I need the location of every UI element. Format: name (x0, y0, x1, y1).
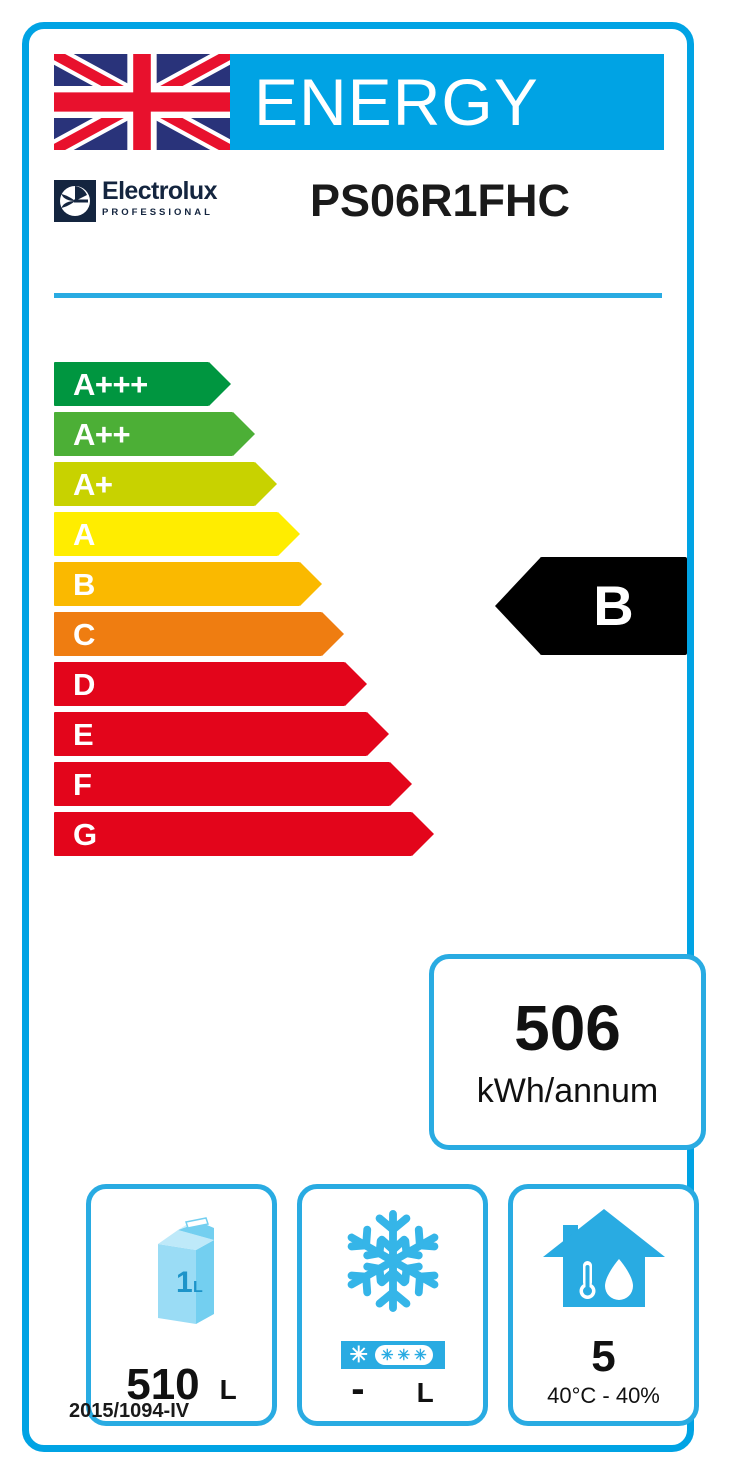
svg-text:1: 1 (176, 1266, 193, 1299)
header-divider (54, 293, 662, 298)
freezer-volume-value: - (351, 1367, 365, 1411)
freezer-volume-unit: L (416, 1377, 434, 1408)
efficiency-class-label: E (73, 716, 94, 752)
bar-tip (390, 762, 412, 806)
fridge-volume-box: 1 L 510 L (86, 1184, 277, 1426)
badge-single-star: ✳ (349, 1342, 368, 1367)
bar-body (54, 662, 345, 706)
efficiency-class-label: A (73, 516, 95, 552)
brand-row: Electrolux PROFESSIONAL PS06R1FHC (54, 162, 664, 240)
efficiency-class-bar-E: E (54, 712, 474, 756)
energy-label-card: ENERGY Electrolux PROFESSIONAL PS06R1FHC (22, 22, 706, 1452)
bar-tip (300, 562, 322, 606)
milk-carton-icon: 1 L (91, 1197, 272, 1347)
bar-tip (209, 362, 231, 406)
badge-star-3: ✳ (414, 1346, 427, 1364)
efficiency-class-label: F (73, 766, 92, 802)
efficiency-class-bar-F: F (54, 762, 474, 806)
bar-body (54, 712, 367, 756)
snowflake-icon (302, 1191, 483, 1331)
bar-body (54, 562, 300, 606)
climate-class-value: 5 (591, 1332, 616, 1381)
efficiency-class-bar-C: C (54, 612, 474, 656)
efficiency-class-label: A++ (73, 416, 131, 452)
climate-class-range: 40°C - 40% (547, 1383, 660, 1408)
freezer-volume-row: - L (302, 1369, 483, 1409)
bar-tip (412, 812, 434, 856)
uk-flag-icon (54, 54, 230, 150)
efficiency-class-label: G (73, 816, 97, 852)
rating-arrow-body (540, 557, 687, 655)
badge-star-1: ✳ (380, 1346, 394, 1364)
badge-star-pill: ✳ ✳ ✳ (374, 1345, 433, 1365)
bar-body (54, 462, 255, 506)
rating-arrow-tip (495, 557, 541, 655)
bar-tip (233, 412, 255, 456)
bar-tip (255, 462, 277, 506)
electrolux-logo-mark-icon (54, 180, 96, 222)
label-header: ENERGY (54, 54, 664, 150)
efficiency-class-label: C (73, 616, 95, 652)
freezer-volume-box: ✳ ✳ ✳ ✳ - L (297, 1184, 488, 1426)
bar-body (54, 362, 209, 406)
efficiency-class-bar-Aplusplus: A++ (54, 412, 474, 456)
badge-star-2: ✳ (397, 1346, 411, 1364)
bar-tip (367, 712, 389, 756)
annual-consumption-box: 506 kWh/annum (429, 954, 706, 1150)
model-name: PS06R1FHC (309, 175, 571, 226)
bar-tip (322, 612, 344, 656)
efficiency-class-label: D (73, 666, 95, 702)
energy-word: ENERGY (254, 65, 539, 139)
fridge-volume-row: 510 L (91, 1363, 272, 1407)
electrolux-logo-icon: Electrolux PROFESSIONAL (54, 176, 234, 226)
fridge-volume-value: 510 (126, 1360, 200, 1409)
star-rating-badge-icon: ✳ ✳ ✳ ✳ (340, 1341, 445, 1369)
svg-text:L: L (193, 1279, 203, 1296)
bar-body (54, 412, 233, 456)
efficiency-class-scale: A+++ A++ A+ A B C D E F G (54, 362, 474, 862)
bar-body (54, 612, 322, 656)
brand-subtitle: PROFESSIONAL (102, 207, 213, 218)
bar-tip (278, 512, 300, 556)
bar-body (54, 812, 412, 856)
energy-title-band: ENERGY (230, 54, 664, 150)
regulation-reference: 2015/1094-IV (69, 1400, 190, 1422)
brand-word: Electrolux (102, 177, 217, 205)
efficiency-class-label: B (73, 566, 95, 602)
efficiency-class-bar-D: D (54, 662, 474, 706)
bar-tip (345, 662, 367, 706)
efficiency-class-bar-G: G (54, 812, 474, 856)
rating-arrow: B (495, 557, 687, 655)
efficiency-class-bar-A: A (54, 512, 474, 556)
efficiency-class-label: A+ (73, 466, 113, 502)
fridge-volume-unit: L (219, 1374, 237, 1405)
bar-body (54, 762, 390, 806)
bar-body (54, 512, 278, 556)
climate-class-box: 5 40°C - 40% (508, 1184, 699, 1426)
efficiency-class-bar-Aplusplusplus: A+++ (54, 362, 474, 406)
efficiency-class-bar-Aplus: A+ (54, 462, 474, 506)
efficiency-class-bar-B: B (54, 562, 474, 606)
annual-consumption-value: 506 (514, 992, 621, 1064)
house-climate-icon (513, 1193, 694, 1325)
electrolux-logo-text: Electrolux PROFESSIONAL (102, 179, 232, 218)
rating-class-letter: B (593, 574, 634, 637)
efficiency-class-label: A+++ (73, 366, 148, 402)
annual-consumption-unit: kWh/annum (476, 1072, 659, 1110)
